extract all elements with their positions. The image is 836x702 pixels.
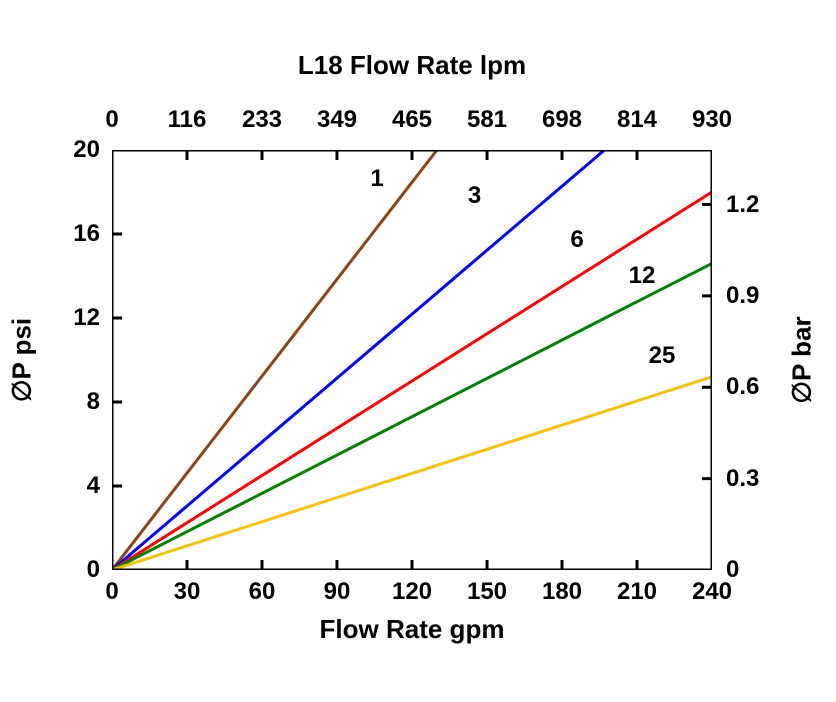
top-axis-title: L18 Flow Rate lpm <box>298 50 526 81</box>
tick-label: 16 <box>73 220 100 248</box>
tick-label: 120 <box>392 578 432 606</box>
tick-label: 20 <box>73 136 100 164</box>
tick-label: 930 <box>692 106 732 134</box>
series-label: 6 <box>570 226 583 254</box>
tick-label: 814 <box>617 106 657 134</box>
chart-stage: L18 Flow Rate lpm Flow Rate gpm ∅P psi ∅… <box>0 0 836 702</box>
tick-label: 210 <box>617 578 657 606</box>
tick-label: 12 <box>73 304 100 332</box>
tick-label: 0 <box>105 578 118 606</box>
series-label: 12 <box>629 262 656 290</box>
tick-label: 581 <box>467 106 507 134</box>
tick-label: 0.6 <box>726 373 759 401</box>
tick-label: 349 <box>317 106 357 134</box>
tick-label: 0 <box>726 556 739 584</box>
tick-label: 465 <box>392 106 432 134</box>
tick-label: 150 <box>467 578 507 606</box>
series-label: 1 <box>370 165 383 193</box>
tick-label: 0 <box>105 106 118 134</box>
tick-label: 60 <box>249 578 276 606</box>
plot-area <box>112 150 712 570</box>
right-y-axis-title: ∅P bar <box>787 316 818 403</box>
bottom-axis-title: Flow Rate gpm <box>320 614 505 645</box>
tick-label: 116 <box>168 106 207 134</box>
tick-label: 4 <box>87 472 100 500</box>
left-y-axis-title: ∅P psi <box>7 318 38 402</box>
tick-label: 0.9 <box>726 282 759 310</box>
series-label: 25 <box>649 342 676 370</box>
tick-label: 0.3 <box>726 465 759 493</box>
tick-label: 8 <box>87 388 100 416</box>
tick-label: 698 <box>542 106 582 134</box>
series-label: 3 <box>468 182 481 210</box>
tick-label: 0 <box>87 556 100 584</box>
tick-label: 1.2 <box>726 191 759 219</box>
tick-label: 90 <box>324 578 351 606</box>
tick-label: 233 <box>242 106 282 134</box>
tick-label: 30 <box>174 578 201 606</box>
tick-label: 180 <box>542 578 582 606</box>
